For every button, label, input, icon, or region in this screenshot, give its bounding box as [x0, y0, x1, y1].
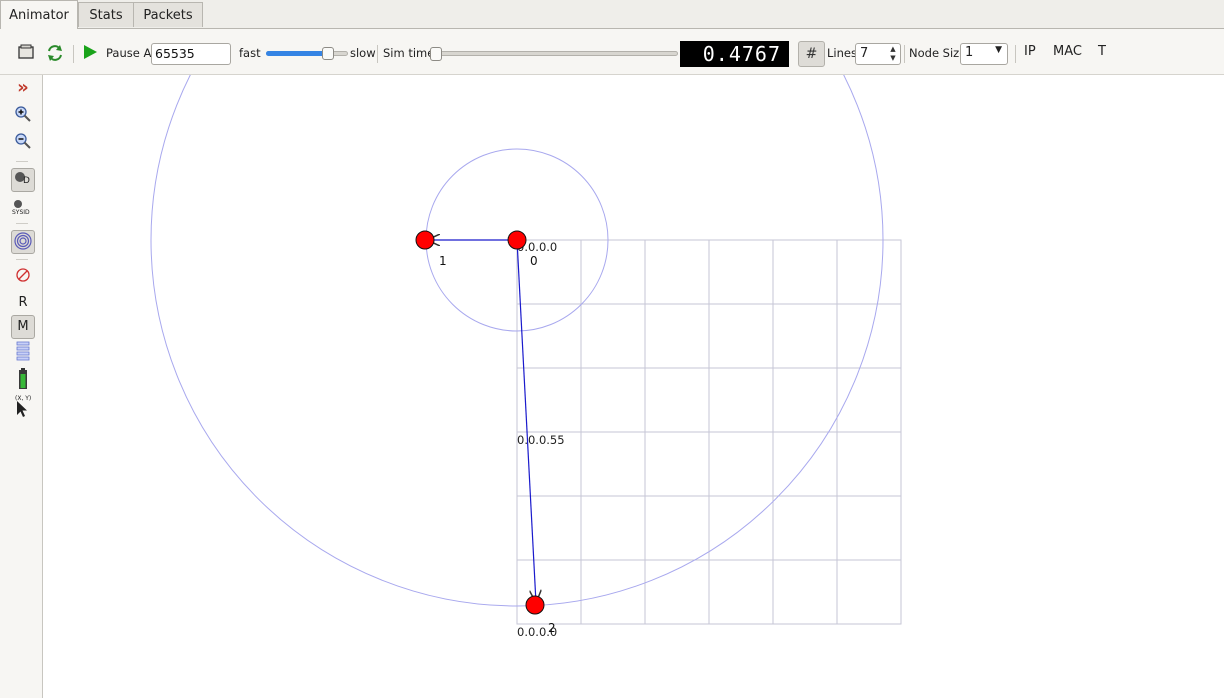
fast-label: fast: [239, 46, 261, 60]
tab-packets[interactable]: Packets: [133, 2, 203, 27]
node-label-0: 0: [530, 254, 538, 268]
folder-icon[interactable]: [17, 43, 35, 61]
grid-label-top: 0.0.0.0: [517, 240, 557, 254]
sim-time-slider[interactable]: [430, 46, 678, 62]
no-packets-icon[interactable]: [11, 265, 35, 289]
tab-bar: Animator Stats Packets: [0, 0, 1224, 29]
zoom-out-icon[interactable]: [11, 131, 35, 155]
sim-time-display: 0.4767: [680, 41, 789, 67]
lines-value: 7: [860, 46, 869, 61]
t-toggle[interactable]: T: [1098, 44, 1106, 59]
m-toggle[interactable]: M: [11, 315, 35, 339]
zoom-in-icon[interactable]: [11, 104, 35, 128]
r-toggle[interactable]: R: [18, 295, 28, 310]
node-0[interactable]: 0: [507, 230, 538, 268]
slow-label: slow: [350, 46, 376, 60]
animator-canvas[interactable]: 0.0.0.0 0.0.0.55 0.0.0.0 1 0 2: [43, 75, 1224, 698]
grid-toggle-button[interactable]: #: [798, 41, 825, 67]
node-1[interactable]: 1: [415, 230, 447, 268]
node-sysid-icon[interactable]: SYSID: [11, 197, 35, 221]
grid: [516, 239, 902, 625]
tab-stats[interactable]: Stats: [78, 2, 134, 27]
ip-toggle[interactable]: IP: [1024, 44, 1036, 59]
toolbar: Pause At 65535 fast slow Sim time 0.4767…: [0, 29, 1224, 75]
node-size-label: Node Size: [909, 46, 967, 60]
battery-icon[interactable]: [11, 368, 35, 392]
pause-at-input[interactable]: 65535: [151, 43, 231, 65]
chevron-down-icon: ▼: [995, 45, 1002, 55]
list-icon[interactable]: [11, 340, 35, 364]
node-size-value: 1: [965, 45, 974, 60]
play-icon[interactable]: [83, 45, 97, 59]
wireless-circles-icon[interactable]: [11, 230, 35, 254]
pause-at-label: Pause At: [106, 46, 156, 60]
packet-link-0-2: [516, 239, 536, 603]
node-label-1: 1: [439, 254, 447, 268]
expand-chevron-icon[interactable]: »: [17, 77, 29, 98]
lines-spinbox[interactable]: 7 ▲ ▼: [855, 43, 901, 65]
node-size-select[interactable]: 1 ▼: [960, 43, 1008, 65]
mac-toggle[interactable]: MAC: [1053, 44, 1082, 59]
grid-label-mid: 0.0.0.55: [517, 433, 565, 447]
speed-slider[interactable]: [266, 46, 348, 62]
mouse-position-icon[interactable]: (X, Y): [11, 395, 35, 419]
reload-icon[interactable]: [45, 43, 65, 63]
tab-animator[interactable]: Animator: [0, 0, 78, 29]
spin-arrows-icon[interactable]: ▲ ▼: [890, 45, 896, 62]
node-label-2: 2: [548, 621, 556, 635]
range-circle-large: [150, 75, 884, 607]
node-id-toggle-icon[interactable]: D: [11, 168, 35, 192]
lines-label: Lines: [827, 46, 857, 60]
side-toolbar: » D SYSID R M (X, Y): [0, 75, 43, 698]
node-2[interactable]: 2: [525, 595, 556, 635]
topology-view[interactable]: 0.0.0.0 0.0.0.55 0.0.0.0 1 0 2: [43, 75, 1224, 698]
grid-label-bottom: 0.0.0.0: [517, 625, 557, 639]
sim-time-label: Sim time: [383, 46, 435, 60]
